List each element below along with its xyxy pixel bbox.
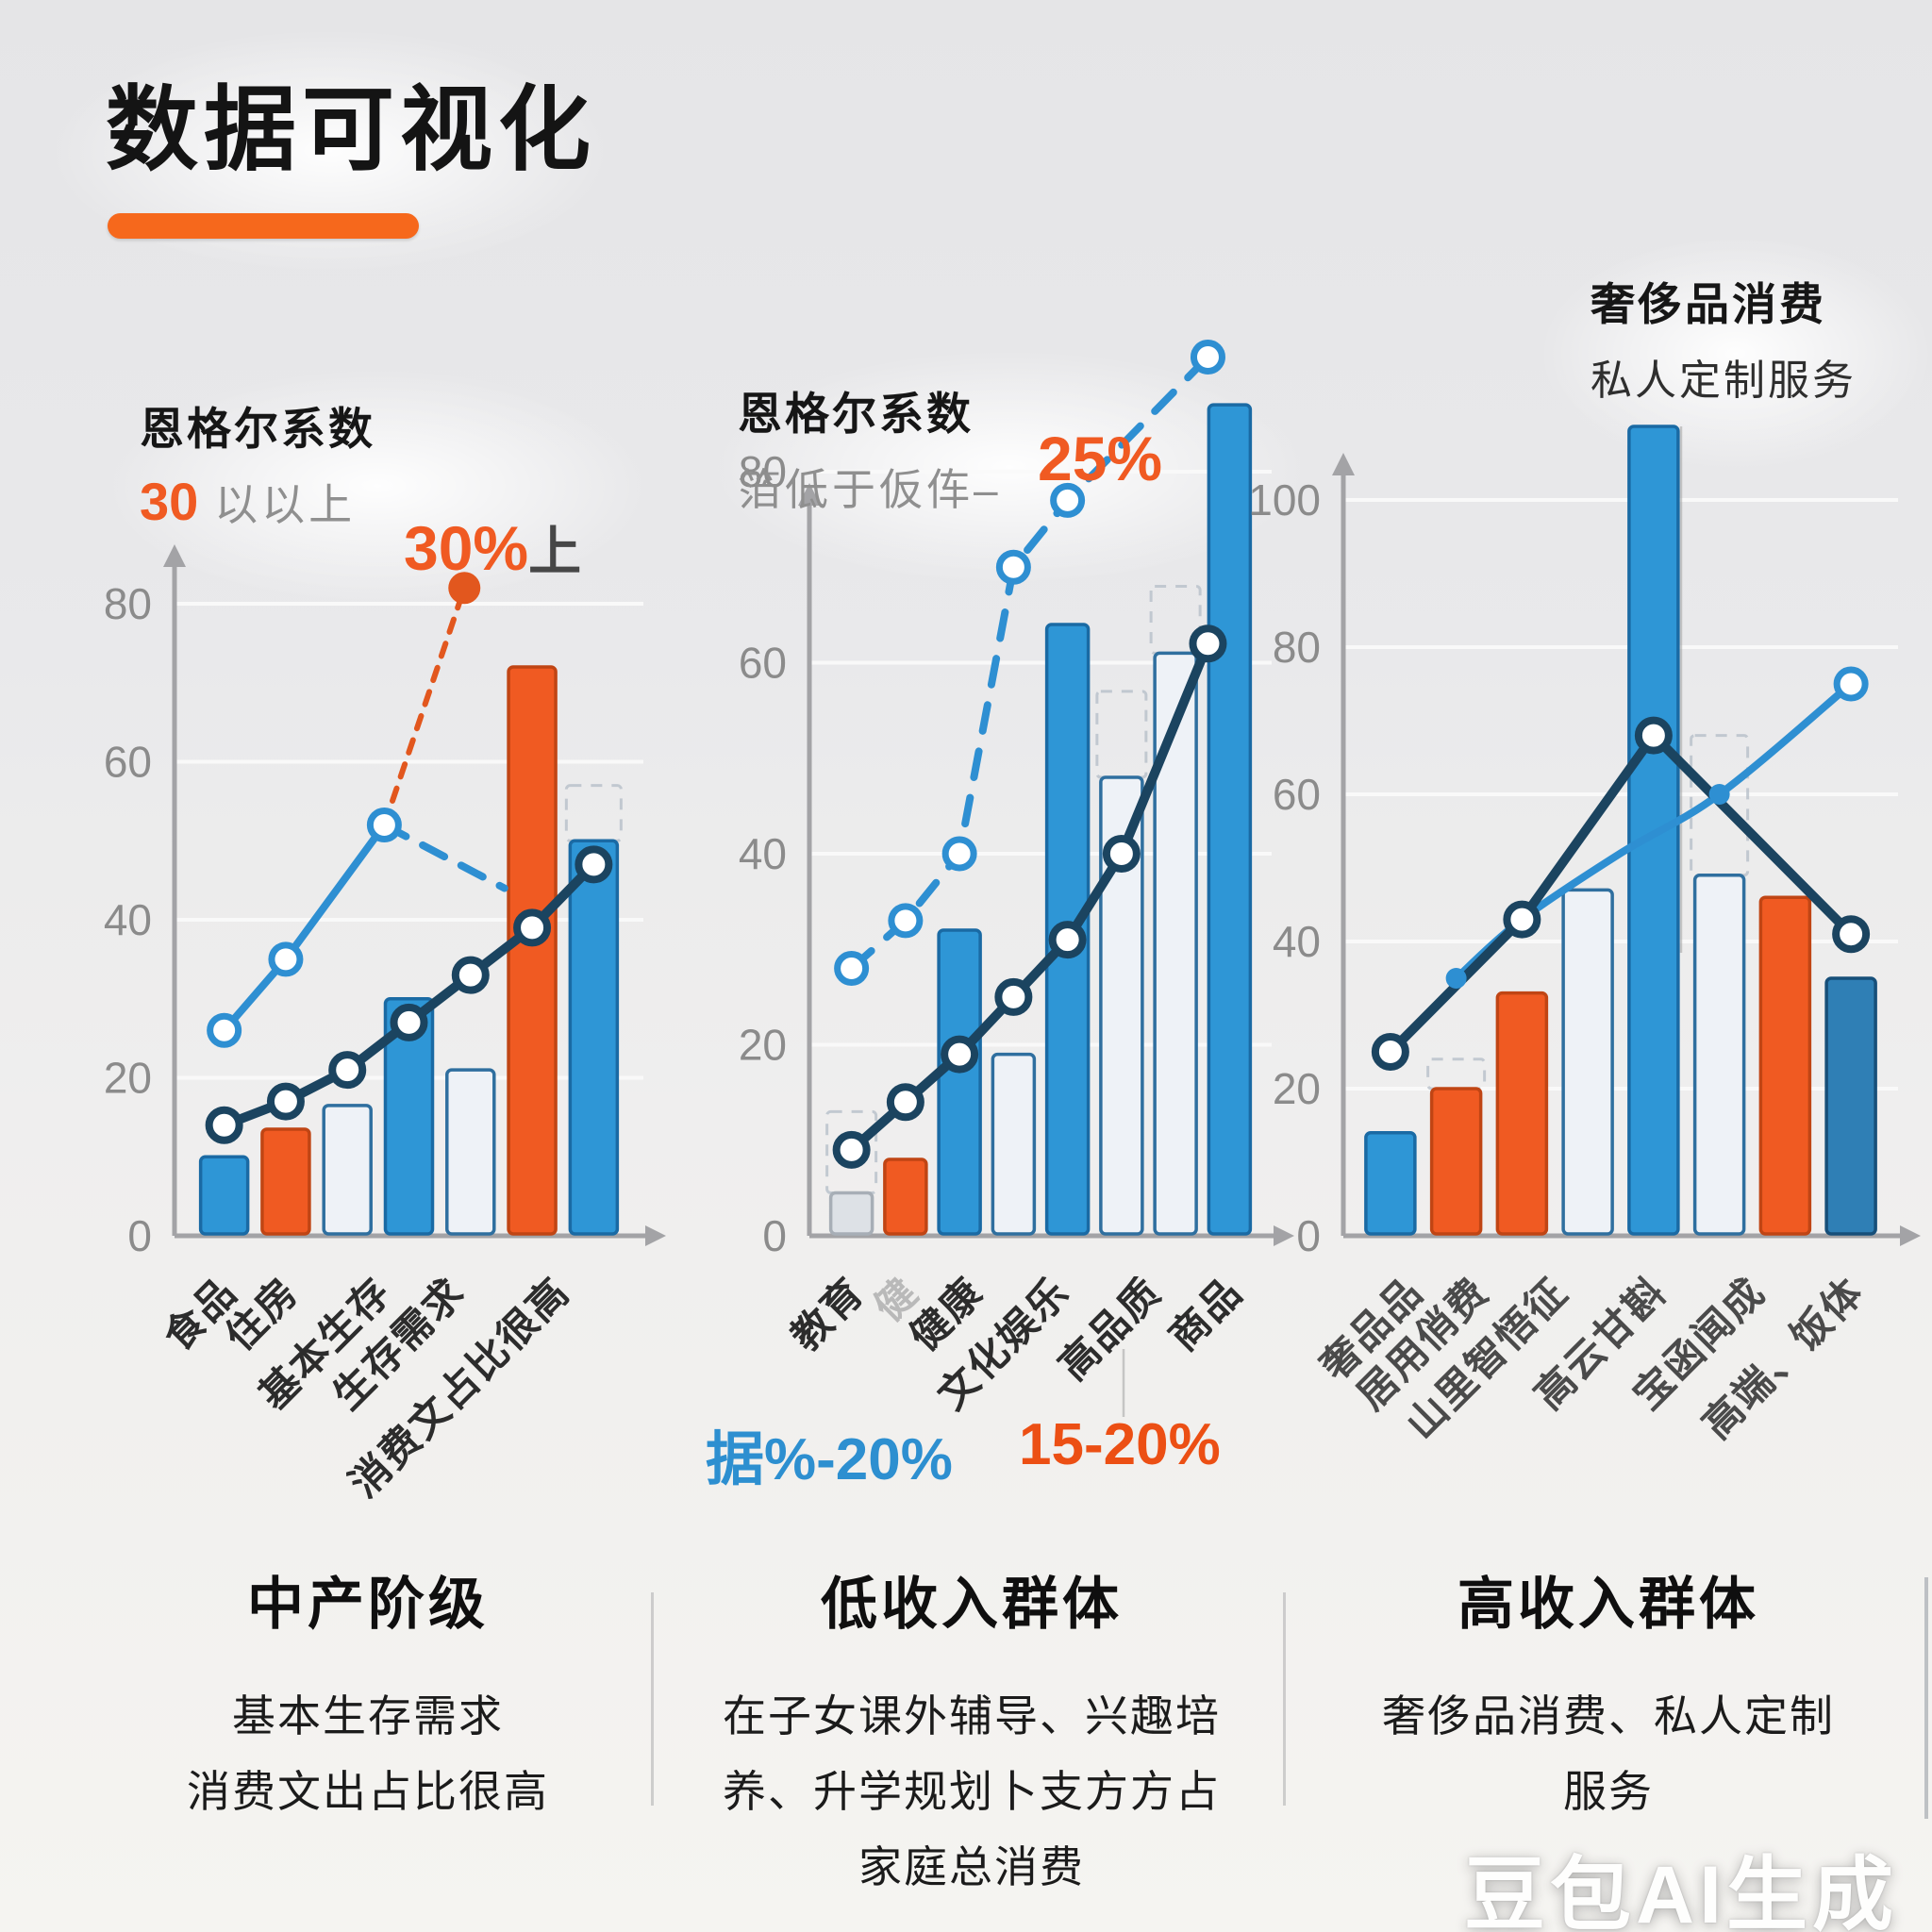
svg-text:80: 80 [1273, 623, 1321, 672]
right-edge-artifact [1924, 1577, 1928, 1819]
svg-text:60: 60 [739, 639, 787, 688]
svg-text:20: 20 [1273, 1064, 1321, 1113]
footer-line: 服务 [1563, 1767, 1654, 1816]
footer-divider [651, 1592, 654, 1806]
footer-section-middle-class: 中产阶级 基本生存需求 消费文出占比很高 [75, 1558, 660, 1829]
chart2-annotation-25pct: 25% [1038, 424, 1163, 493]
footer-divider [1283, 1592, 1286, 1806]
chart3-title: 奢侈品消费 [1591, 279, 1826, 329]
chart3-subtitle: 私人定制服务 [1591, 358, 1857, 404]
footer-line: 奢侈品消费、私人定制 [1382, 1691, 1835, 1740]
svg-text:100: 100 [1248, 475, 1321, 525]
svg-text:0: 0 [1296, 1211, 1321, 1260]
chart1-annotation-30pct: 30%上 [404, 509, 581, 586]
svg-text:20: 20 [104, 1054, 152, 1103]
svg-text:高品质: 高品质 [1050, 1269, 1170, 1389]
footer-line: 在子女课外辅导、兴趣培 [723, 1691, 1221, 1740]
chart1-subtitle-accent: 30 [140, 472, 199, 531]
svg-text:40: 40 [1273, 917, 1321, 966]
page-title: 数据可视化 [106, 77, 597, 181]
chart2-annotation-orange-range: 15-20% [1019, 1412, 1221, 1477]
svg-text:商品: 商品 [1160, 1269, 1250, 1358]
svg-text:40: 40 [739, 829, 787, 878]
footer-section-low-income: 低收入群体 在子女课外辅导、兴趣培 养、升学规划卜支方方占 家庭总消费 [677, 1558, 1266, 1905]
watermark: 豆包AI生成 [1464, 1850, 1898, 1932]
chart1-subtitle-rest: 以以上 [198, 480, 357, 529]
chart2-header: 恩格尔系数 箔低于仮伡– [738, 377, 1002, 518]
footer-title: 高收入群体 [1457, 1573, 1759, 1636]
footer-line: 基本生存需求 [232, 1691, 504, 1740]
chart1-annotation-accent: 30% [404, 513, 529, 583]
chart2-annotation-blue-range: 据%-20% [706, 1427, 953, 1492]
chart3-header: 奢侈品消费 私人定制服务 [1591, 268, 1857, 407]
chart1-annotation-rest: 上 [528, 522, 582, 581]
footer-section-high-income: 高收入群体 奢侈品消费、私人定制 服务 [1311, 1558, 1906, 1829]
svg-text:40: 40 [104, 895, 152, 944]
footer-line: 养、升学规划卜支方方占 [723, 1767, 1221, 1816]
chart2-title: 恩格尔系数 [738, 389, 974, 439]
chart1-header: 恩格尔系数 30 以以上 [140, 392, 375, 533]
svg-text:20: 20 [739, 1021, 787, 1070]
svg-text:60: 60 [1273, 770, 1321, 819]
footer-title: 低收入群体 [821, 1573, 1123, 1636]
svg-text:教育: 教育 [783, 1269, 873, 1358]
footer-line: 消费文出占比很高 [187, 1767, 549, 1816]
title-underline [108, 213, 419, 239]
footer-title: 中产阶级 [247, 1573, 489, 1636]
svg-text:80: 80 [104, 579, 152, 628]
svg-text:0: 0 [127, 1211, 152, 1260]
chart2-subtitle: 箔低于仮伡– [738, 465, 1002, 514]
footer-line: 家庭总消费 [858, 1842, 1085, 1891]
svg-text:60: 60 [104, 738, 152, 787]
chart1-title: 恩格尔系数 [140, 404, 375, 454]
svg-text:0: 0 [762, 1211, 787, 1260]
